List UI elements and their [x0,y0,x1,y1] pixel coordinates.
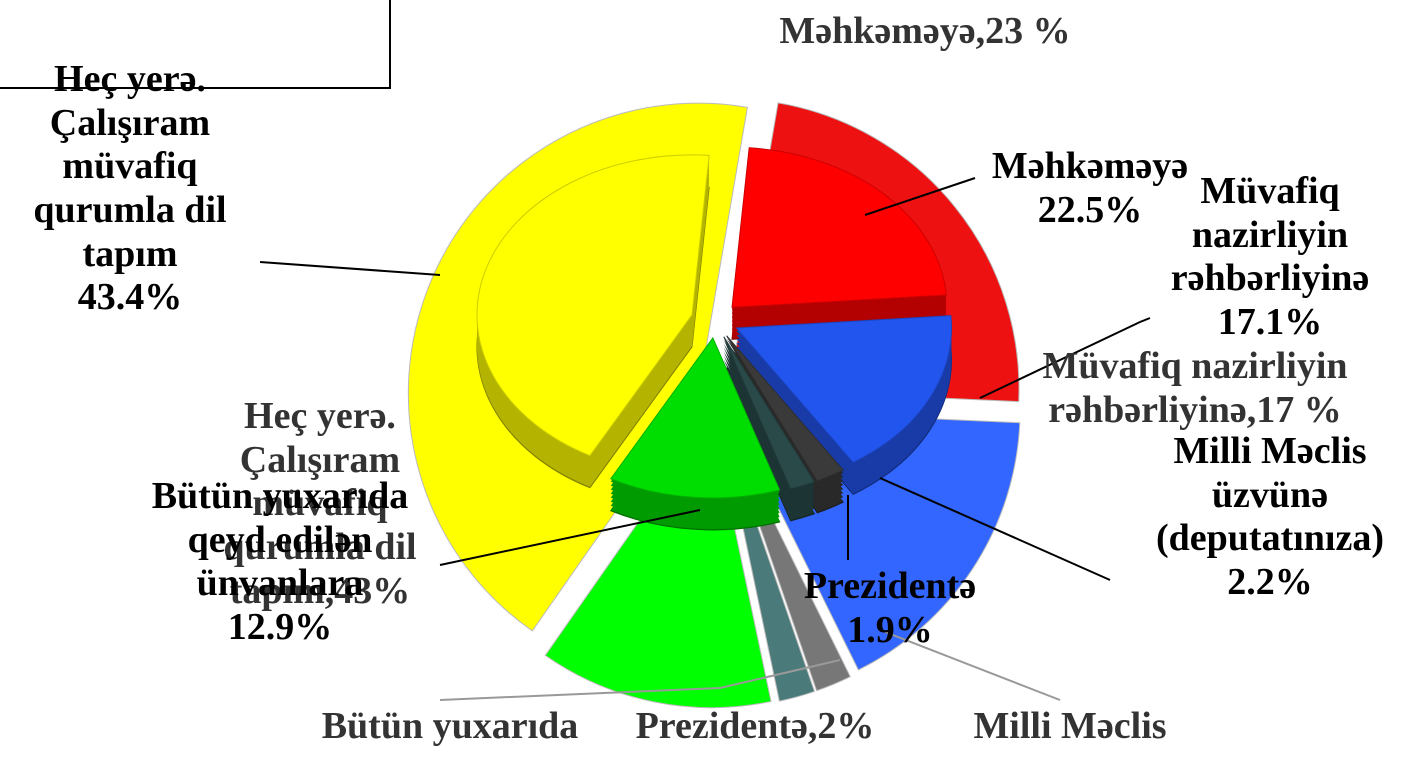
value-label: 22.5% [1037,188,1143,231]
slice-label: Müvafiq nazirliyin rəhbərliyinə,17 % [1042,345,1348,431]
leader [439,509,701,566]
value-label: 43.4% [77,276,183,319]
slice-label: Məhkəməyə,23 % [779,10,1071,52]
slice-label: Prezidentə 1.9% [775,565,1005,652]
value-label: 2.2% [1227,561,1313,604]
slice-label: Bütün yuxarıda [321,705,579,747]
slice-label: Heç yerə. Çalışıram müvafiq qurumla dil … [0,58,260,320]
slice-label: Məhkəməyə 22.5% [980,145,1200,232]
leader [879,629,1061,701]
pie-slice [726,335,845,482]
leader [864,177,976,216]
category-name: Müvafiq nazirliyin rəhbərliyinə [1170,170,1370,300]
leader [979,317,1151,399]
pie-slice [610,336,781,499]
value-label: 17.1% [1217,301,1323,344]
slice-label: Heç yerə. Çalışıram müvafiq qurumla dil … [223,395,417,612]
value-label: 1.9% [847,608,933,651]
front-pie [476,147,952,531]
box-outline [0,0,391,89]
category-name: Heç yerə. Çalışıram müvafiq qurumla dil … [33,58,227,275]
slice-label: Bütün yuxarıda qeyd edilən ünvanlara 12.9… [120,475,440,650]
leader [879,477,1111,581]
category-name: Prezidentə [803,565,977,607]
pie-slice [735,315,952,464]
pie-slice [731,147,947,308]
slice-label: Müvafiq nazirliyin rəhbərliyinə 17.1% [1135,170,1405,345]
slice-label: Milli Məclis [973,705,1167,747]
category-name: Məhkəməyə [991,145,1189,187]
leader [439,659,841,701]
value-label: 12.9% [227,606,333,649]
decor [0,0,1151,701]
pie-slice [723,336,816,490]
category-name: Milli Məclis üzvünə (deputatınıza) [1156,430,1384,560]
slice-label: Prezidentə,2% [635,705,875,747]
slice-label: Milli Məclis üzvünə (deputatınıza) 2.2% [1120,430,1418,605]
leader [259,261,441,276]
category-name: Bütün yuxarıda qeyd edilən ünvanlara [151,475,409,605]
pie-slice [476,154,710,457]
